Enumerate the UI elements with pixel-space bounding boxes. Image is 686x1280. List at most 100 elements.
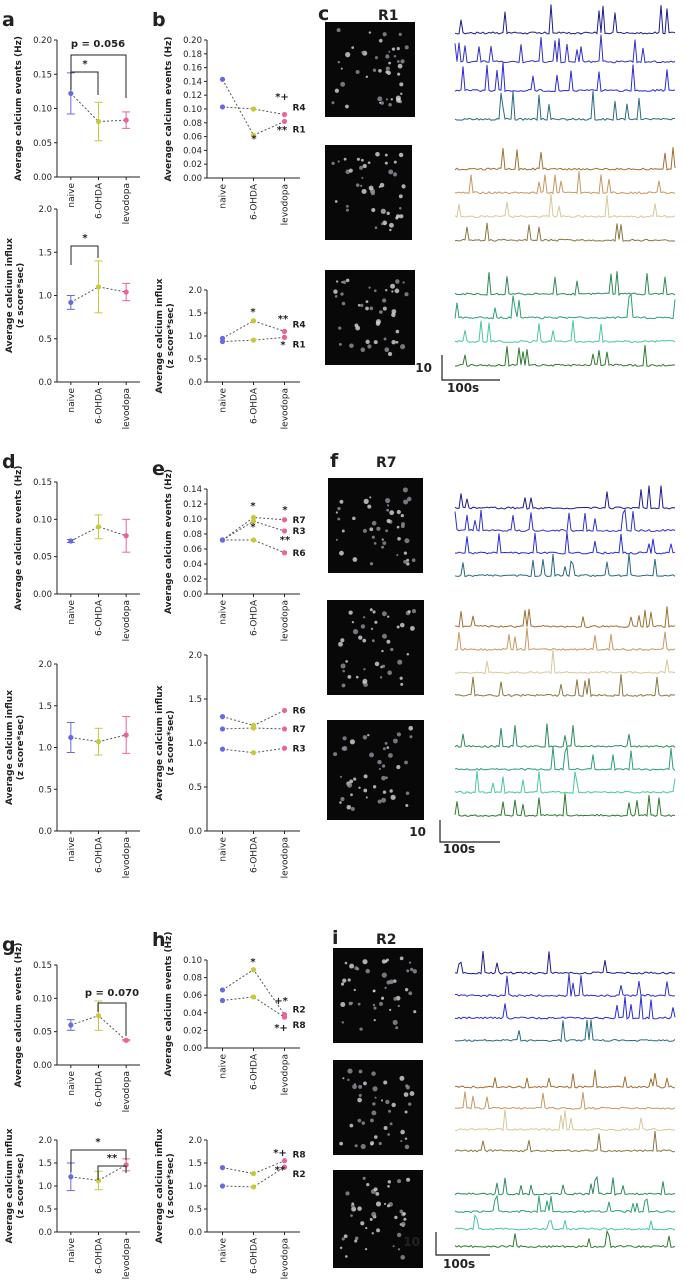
cell [403,1092,409,1097]
point [219,104,226,110]
cell [381,972,387,978]
cell [382,790,387,794]
cell [344,961,348,965]
y-tick-label: 0.10 [33,105,52,115]
cell [379,676,383,679]
cell [333,752,338,757]
point [250,514,257,521]
cell [406,652,410,656]
cell [363,788,368,793]
cell [384,153,388,157]
series-label: R6 [293,549,306,559]
y-tick-label: 0.18 [183,50,202,60]
scale-y-label: 10 [415,361,432,375]
cell [354,1236,359,1241]
cell [358,1069,363,1074]
annotation: * [280,340,286,351]
cell [382,220,388,226]
cell [345,660,349,663]
y-tick-label: 0.02 [183,1026,202,1036]
cell [377,799,382,804]
cell [361,176,364,179]
cell [403,499,409,505]
cell [360,158,364,162]
series-label: R2 [293,1006,306,1016]
cell [340,292,344,296]
cell [379,101,382,104]
cell [392,1019,398,1025]
cell [385,66,390,71]
cell [361,50,365,54]
bracket [97,1165,127,1180]
recording-label: R1 [378,8,399,24]
cell [337,60,340,64]
y-axis-label: (z score*sec) [166,303,176,369]
calcium-trace [454,222,676,243]
cell [377,759,382,765]
y-tick-label: 0.02 [183,575,202,585]
cell [367,733,370,737]
cell [378,1141,382,1146]
cell [383,1080,388,1085]
cell [355,675,359,679]
cell [384,347,390,353]
cell [369,608,373,612]
cell [346,805,352,810]
calcium-trace [454,1109,676,1132]
cell [338,641,343,647]
cell [397,536,401,541]
calcium-trace [454,1091,676,1110]
scale-y-label: 10 [403,1235,420,1249]
series-label: R3 [293,527,306,537]
cell [349,739,356,745]
cell [362,735,368,740]
annotation: ** [278,314,289,325]
point [68,299,74,306]
cell [381,775,386,781]
fov-image [333,948,423,1043]
annotation: ** [275,1165,286,1176]
cell [355,183,360,187]
calcium-trace [455,345,676,367]
x-tick-label: levodopa [122,183,132,224]
cell [360,1144,366,1150]
cell [382,298,387,303]
cell [368,286,371,289]
annotation: * [82,59,88,70]
point [219,1165,226,1171]
cell [388,222,394,228]
cell [352,516,356,521]
cell [387,1180,392,1184]
cell [346,782,353,788]
y-tick-label: 0.04 [183,1009,202,1019]
cell [358,635,363,640]
cell [386,504,390,507]
cell [338,342,342,346]
cell [345,278,350,283]
x-tick-label: 6-OHDA [250,1053,260,1090]
y-tick-label: 0.0 [38,827,52,837]
series-label: R8 [293,1151,306,1161]
y-tick-label: 0.20 [183,36,202,46]
cell [386,746,390,749]
cell [351,1206,357,1212]
cell [385,776,388,780]
panel-letter: b [152,9,166,31]
cell [337,160,340,163]
cell [374,56,378,60]
cell [352,629,359,635]
point [219,537,226,543]
cell [389,510,395,516]
cell [389,1008,392,1011]
cell [382,306,387,311]
cell [385,98,389,101]
x-tick-label: naive [67,1238,77,1263]
cell [406,558,410,562]
cell [355,325,361,331]
y-tick-label: 0.00 [183,590,202,600]
cell [394,288,400,294]
fov-image [327,600,424,695]
annotation: * [250,501,256,512]
point [219,714,226,720]
panel-letter: d [2,451,16,473]
